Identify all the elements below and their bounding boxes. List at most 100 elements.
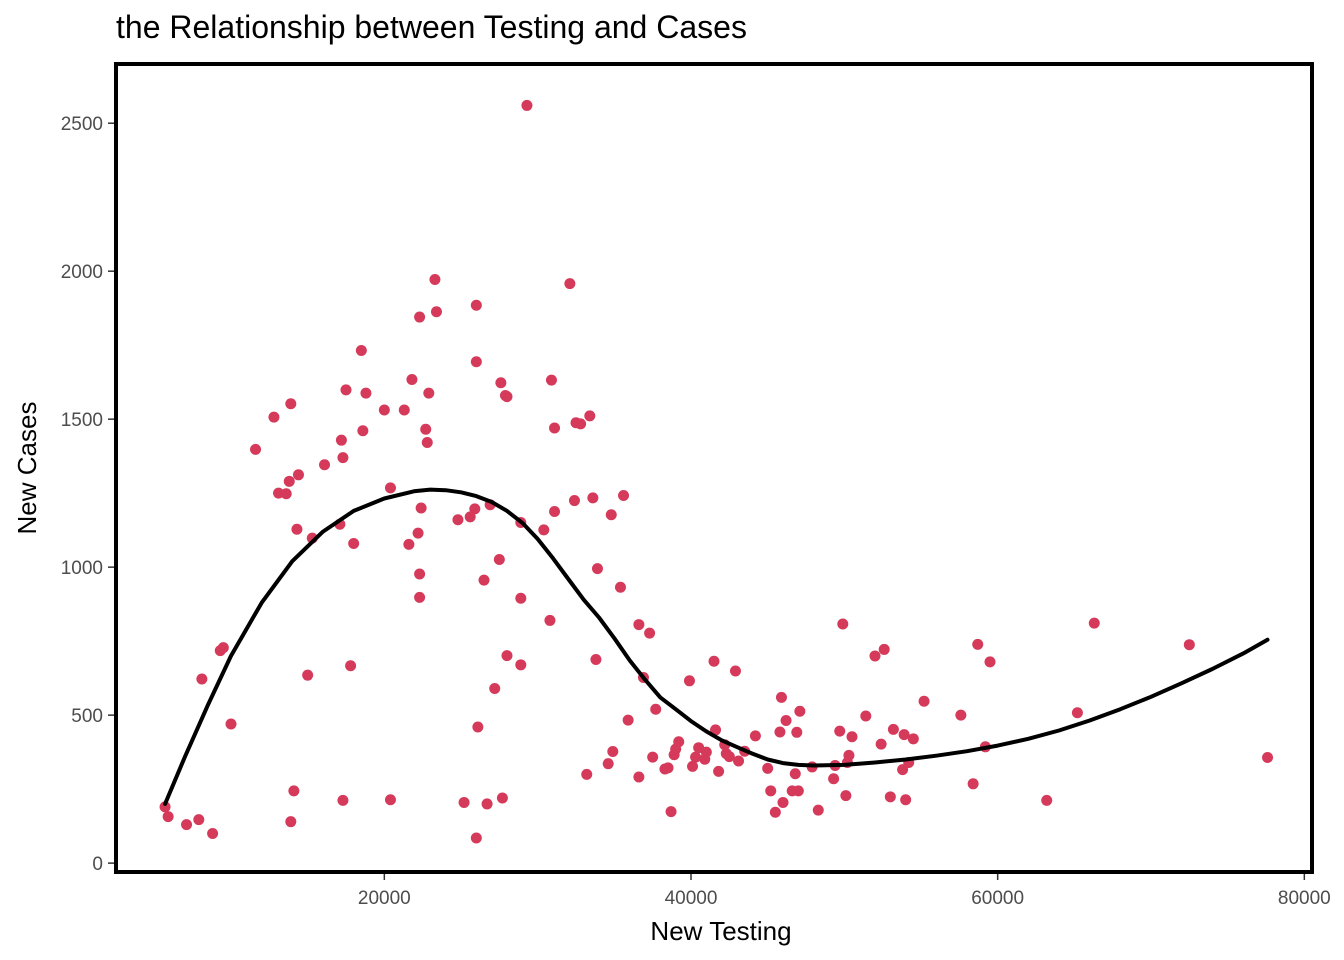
data-point (762, 762, 774, 774)
data-point (984, 656, 996, 668)
data-point (302, 669, 314, 681)
data-point (683, 675, 695, 687)
data-point (458, 796, 470, 808)
data-point (869, 650, 881, 662)
y-tick-label: 0 (92, 854, 103, 875)
data-point (521, 99, 533, 111)
data-point (972, 638, 984, 650)
data-point (884, 791, 896, 803)
data-point (549, 506, 561, 518)
data-point (644, 627, 656, 639)
data-point (633, 771, 645, 783)
data-point (687, 760, 699, 772)
data-point (650, 703, 662, 715)
panel-border (114, 62, 1314, 874)
data-point (159, 801, 171, 813)
data-point (470, 832, 482, 844)
y-tick-label: 1000 (61, 558, 103, 579)
data-point (887, 723, 899, 735)
data-point (840, 790, 852, 802)
data-point (769, 806, 781, 818)
data-point (345, 660, 357, 672)
data-point (791, 726, 803, 738)
data-point (225, 718, 237, 730)
data-point (897, 764, 909, 776)
data-point (837, 618, 849, 630)
data-point (789, 768, 801, 780)
data-point (602, 758, 614, 770)
data-point (280, 488, 292, 500)
data-point (291, 523, 303, 535)
data-point (398, 404, 410, 416)
data-point (250, 443, 262, 455)
data-point (622, 714, 634, 726)
data-point (464, 511, 476, 523)
data-point (472, 721, 484, 733)
data-point (575, 418, 587, 430)
data-point (846, 731, 858, 743)
data-point (384, 482, 396, 494)
data-point (605, 509, 617, 521)
x-tick-label: 40000 (665, 888, 718, 909)
data-point (590, 653, 602, 665)
y-tick-label: 2500 (61, 114, 103, 135)
data-point (568, 495, 580, 507)
data-point (777, 796, 789, 808)
data-point (907, 733, 919, 745)
data-point (875, 738, 887, 750)
data-point (690, 751, 702, 763)
data-point (1262, 751, 1274, 763)
data-point (285, 398, 297, 410)
data-point (1088, 617, 1100, 629)
x-tick-label: 60000 (971, 888, 1024, 909)
data-point (501, 391, 513, 403)
data-point (162, 811, 174, 823)
data-point (713, 765, 725, 777)
data-point (378, 404, 390, 416)
data-point (700, 746, 712, 758)
data-point (452, 514, 464, 526)
data-point (470, 299, 482, 311)
data-point (481, 798, 493, 810)
data-point (429, 273, 441, 285)
data-point (1041, 794, 1053, 806)
data-point (898, 729, 910, 741)
data-point (749, 730, 761, 742)
data-point (723, 751, 735, 763)
data-point (384, 794, 396, 806)
data-point (495, 377, 507, 389)
data-point (412, 527, 424, 539)
data-point (673, 736, 685, 748)
data-point (780, 714, 792, 726)
data-point (196, 673, 208, 685)
data-point (918, 695, 930, 707)
data-point (403, 538, 415, 550)
data-point (544, 614, 556, 626)
data-point (283, 475, 295, 487)
data-point (414, 311, 426, 323)
data-point (207, 828, 219, 840)
data-point (591, 563, 603, 575)
data-point (470, 356, 482, 368)
data-point (217, 642, 229, 654)
data-point (469, 503, 481, 515)
data-point (828, 773, 840, 785)
data-point (584, 410, 596, 422)
data-point (774, 726, 786, 738)
data-points (159, 99, 1274, 844)
data-point (607, 746, 619, 758)
data-point (414, 568, 426, 580)
data-point (496, 792, 508, 804)
data-point (1071, 707, 1083, 719)
data-point (423, 387, 435, 399)
data-point (538, 524, 550, 536)
data-point (430, 306, 442, 318)
data-point (633, 619, 645, 631)
x-tick-label: 20000 (358, 888, 411, 909)
data-point (292, 469, 304, 481)
data-point (340, 384, 352, 396)
data-point (193, 814, 205, 826)
data-point (515, 659, 527, 671)
data-point (587, 492, 599, 504)
